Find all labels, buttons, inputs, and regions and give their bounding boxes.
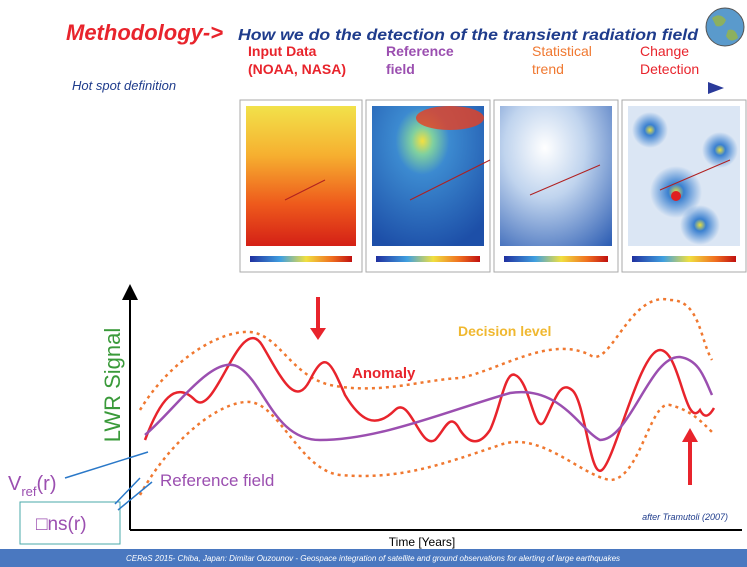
upper-band bbox=[140, 299, 712, 410]
signal-curve bbox=[145, 338, 714, 471]
vref-main: V bbox=[8, 473, 22, 495]
credit: after Tramutoli (2007) bbox=[642, 512, 728, 522]
process-arrowhead bbox=[708, 82, 724, 94]
vref-label: Vref(r) bbox=[8, 473, 57, 499]
step-sublabel: Detection bbox=[640, 61, 699, 77]
footer: CEReS 2015- Chiba, Japan: Dimitar Ouzoun… bbox=[126, 554, 620, 563]
pointer-lines bbox=[65, 452, 152, 510]
vref-sub: ref bbox=[21, 484, 37, 499]
reference-label: Reference field bbox=[160, 471, 274, 490]
vref-tail: (r) bbox=[37, 473, 57, 495]
step-sublabel: (NOAA, NASA) bbox=[248, 61, 346, 77]
step-label: Input Data bbox=[248, 43, 317, 59]
maps bbox=[240, 100, 746, 272]
anomaly-label: Anomaly bbox=[352, 365, 416, 382]
note: Hot spot definition bbox=[72, 78, 176, 93]
step-label: Change bbox=[640, 43, 689, 59]
title: Methodology-> bbox=[66, 20, 223, 45]
reference-curve bbox=[145, 357, 712, 440]
decision-label: Decision level bbox=[458, 323, 551, 339]
step-label: Reference bbox=[386, 43, 454, 59]
subtitle: How we do the detection of the transient… bbox=[238, 27, 699, 44]
sigma-label: □ns(r) bbox=[36, 514, 87, 535]
step-sublabel: trend bbox=[532, 61, 564, 77]
slide: Methodology-> How we do the detection of… bbox=[0, 0, 747, 567]
globe bbox=[706, 8, 744, 46]
up-arrowhead bbox=[682, 428, 698, 442]
down-arrowhead bbox=[310, 328, 326, 340]
x-axis-label: Time [Years] bbox=[389, 535, 455, 549]
y-axis-label: LWR Signal bbox=[100, 328, 125, 443]
step-label: Statistical bbox=[532, 43, 592, 59]
step-sublabel: field bbox=[386, 61, 415, 77]
